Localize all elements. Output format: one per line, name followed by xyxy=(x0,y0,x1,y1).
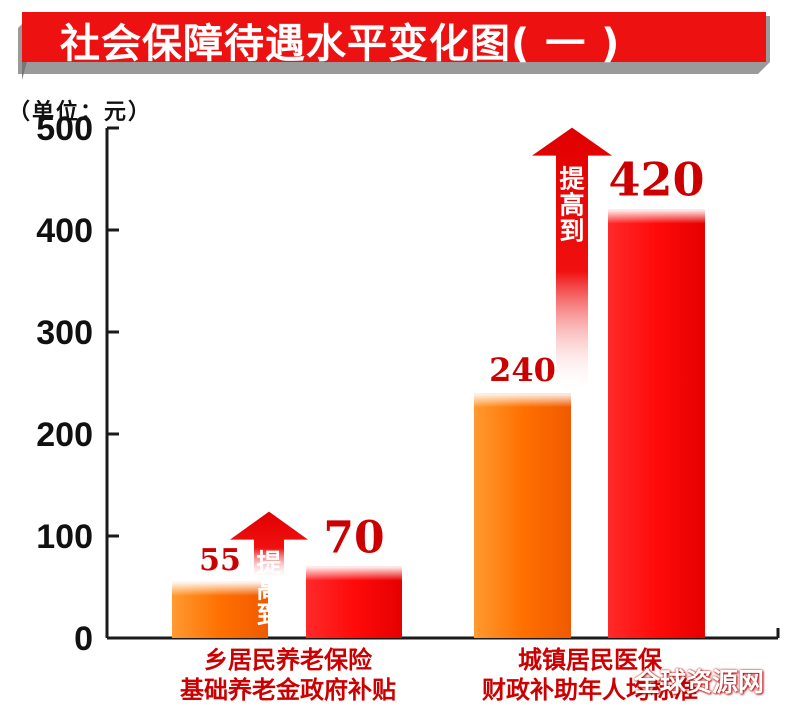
chart-bars xyxy=(172,127,705,638)
category-label-line2: 基础养老金政府补贴 xyxy=(180,676,396,704)
value-label-after: 420 xyxy=(608,153,704,207)
category-label-line2: 财政补助年人均标准 xyxy=(482,676,698,704)
arrow-label-char: 提 xyxy=(256,549,282,578)
y-tick-label: 200 xyxy=(36,416,93,454)
y-tick-label: 0 xyxy=(74,620,93,658)
bar-after-highlight xyxy=(608,209,705,224)
bar-before-highlight xyxy=(172,581,268,596)
increase-arrow xyxy=(532,127,612,390)
value-label-after: 70 xyxy=(323,513,384,564)
title-banner xyxy=(18,12,770,80)
arrow-label-char: 高 xyxy=(559,191,584,220)
arrow-label-char: 到 xyxy=(559,217,584,246)
arrow-label-char: 高 xyxy=(256,575,281,604)
increase-arrow xyxy=(230,511,308,578)
value-label-before: 55 xyxy=(199,543,241,578)
category-label-line1: 城镇居民医保 xyxy=(518,646,663,674)
bar-after-highlight xyxy=(306,566,402,581)
y-tick-label: 100 xyxy=(36,518,93,556)
bar-before xyxy=(474,393,571,638)
y-tick-label: 400 xyxy=(36,212,93,250)
unit-label: （单位：元） xyxy=(8,100,153,125)
arrow-label-char: 提 xyxy=(559,165,585,194)
value-label-before: 240 xyxy=(489,351,556,389)
arrow-label-char: 到 xyxy=(256,601,281,630)
page-title: 社会保障待遇水平变化图( 一 ) xyxy=(60,21,621,67)
y-tick-label: 300 xyxy=(36,314,93,352)
watermark-text: 全球资源网 xyxy=(633,668,764,698)
bar-after xyxy=(608,209,705,638)
y-tick-label: 500 xyxy=(36,110,93,148)
bar-before-highlight xyxy=(474,393,571,408)
category-label-line1: 乡居民养老保险 xyxy=(204,646,373,674)
